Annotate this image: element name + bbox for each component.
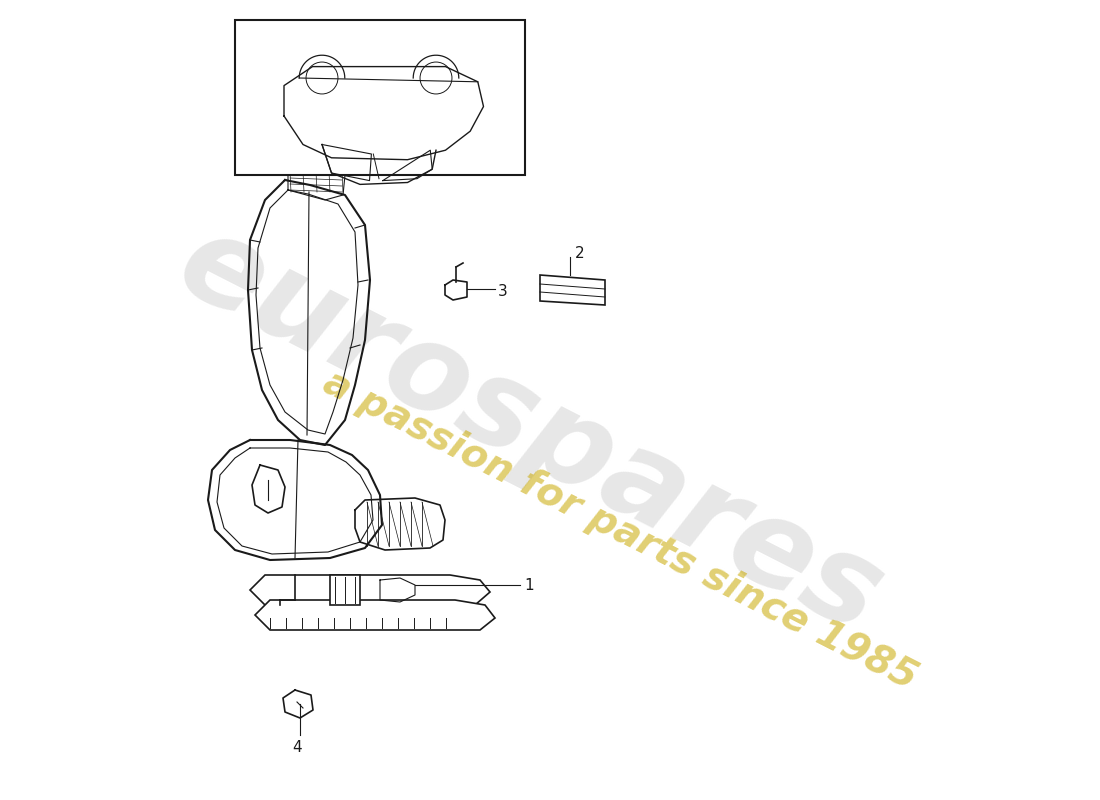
Polygon shape: [250, 575, 490, 605]
Text: a passion for parts since 1985: a passion for parts since 1985: [317, 363, 923, 697]
Text: 3: 3: [498, 283, 508, 298]
Text: 2: 2: [575, 246, 584, 261]
Text: eurospares: eurospares: [160, 202, 901, 658]
Text: 1: 1: [524, 578, 534, 593]
Bar: [235, 20, 525, 175]
Polygon shape: [330, 575, 360, 605]
Polygon shape: [255, 600, 495, 630]
Polygon shape: [540, 275, 605, 305]
Text: 4: 4: [293, 740, 301, 755]
